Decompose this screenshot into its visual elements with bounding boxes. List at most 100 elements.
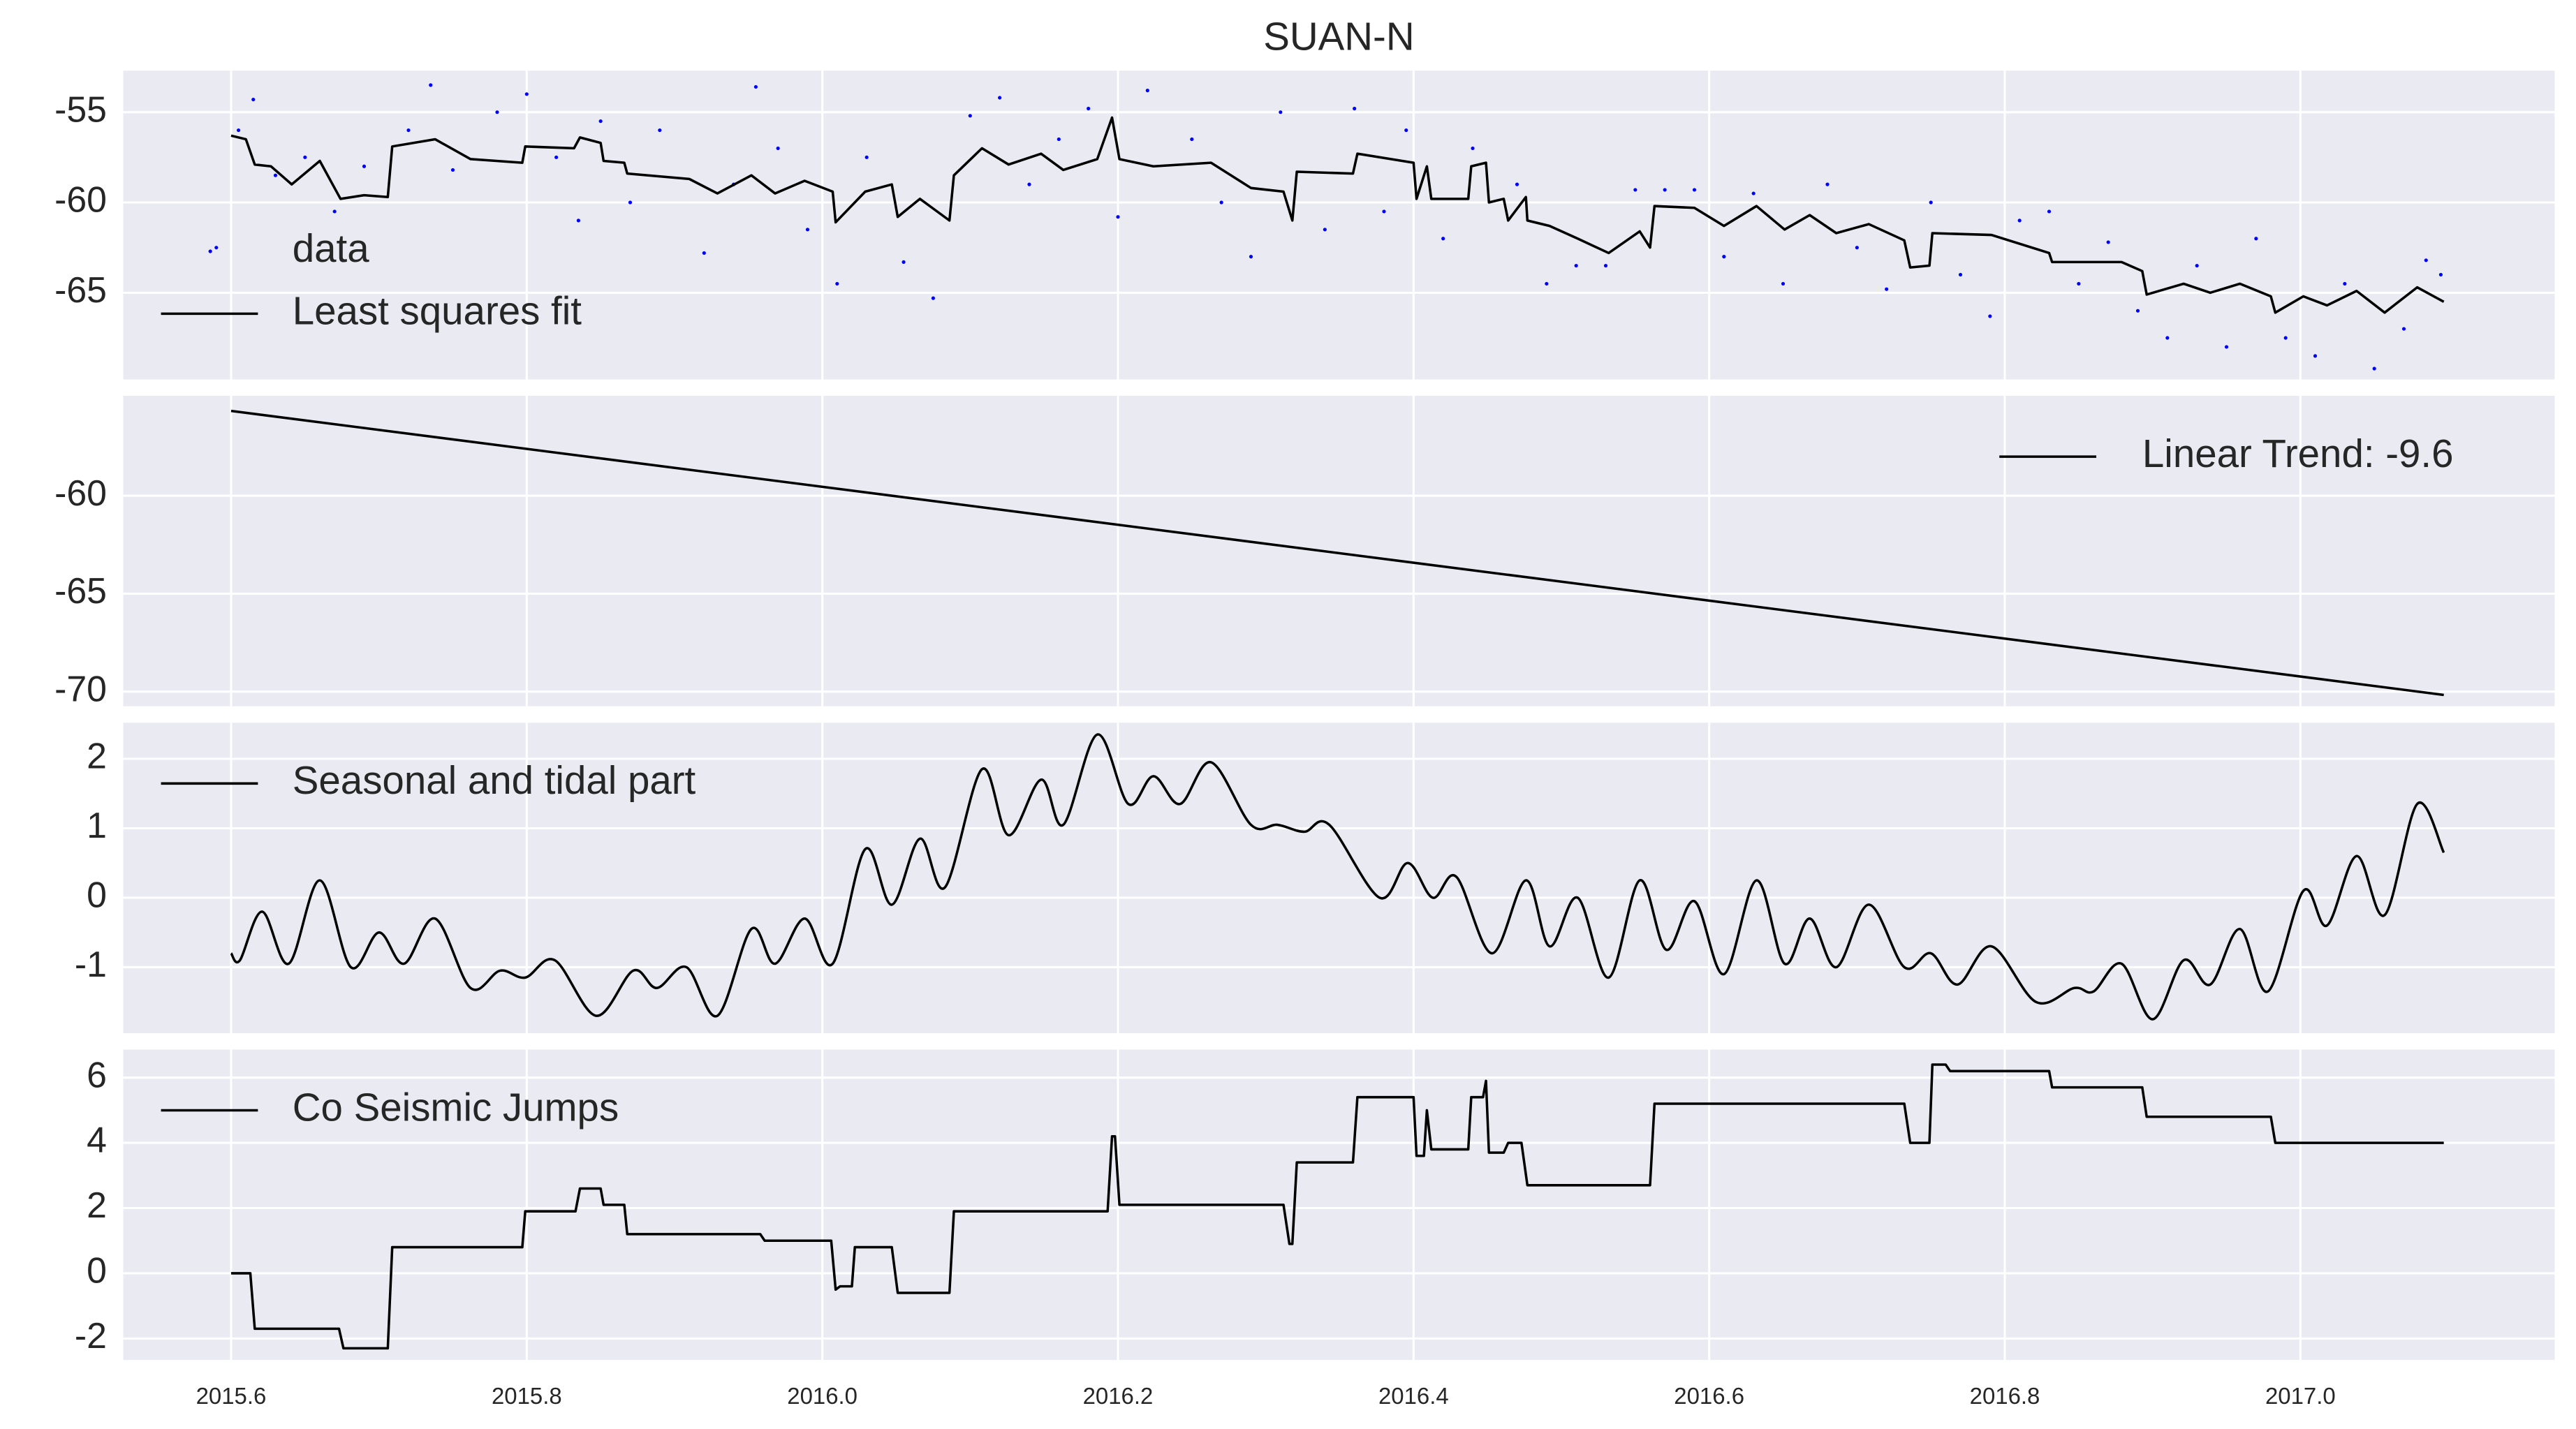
data-point <box>1603 263 1608 268</box>
y-tick-label: -1 <box>75 944 107 984</box>
data-point <box>251 97 256 102</box>
data-point <box>2424 258 2428 262</box>
data-point <box>2135 309 2140 313</box>
data-point <box>901 260 906 264</box>
data-point <box>702 251 706 256</box>
data-point <box>1751 191 1756 195</box>
data-point <box>429 83 433 87</box>
data-point <box>1382 209 1386 214</box>
data-point <box>1781 281 1786 286</box>
data-point <box>576 219 580 223</box>
data-point <box>776 146 780 150</box>
data-point <box>2077 281 2081 286</box>
data-point <box>1027 182 1031 186</box>
y-tick-label: -2 <box>75 1315 107 1356</box>
plot-background <box>123 723 2555 1033</box>
data-point <box>1885 287 1889 291</box>
data-point <box>1190 137 1194 142</box>
data-point <box>1219 200 1223 205</box>
data-point <box>273 173 278 177</box>
data-point <box>1633 188 1637 192</box>
legend-label: Linear Trend: -9.6 <box>2142 431 2454 475</box>
data-point <box>1929 200 1933 205</box>
data-point <box>1515 182 1519 186</box>
data-point <box>1279 110 1283 114</box>
data-point <box>1441 237 1445 241</box>
data-point <box>1692 188 1697 192</box>
y-tick-label: 4 <box>87 1120 107 1160</box>
data-point <box>1825 182 1830 186</box>
data-line <box>230 1063 2444 1350</box>
legend-label: Least squares fit <box>293 288 582 332</box>
data-point <box>236 128 241 133</box>
data-point <box>1249 255 1253 259</box>
data-point <box>1663 188 1667 192</box>
data-point <box>2283 336 2288 340</box>
y-tick-label: -60 <box>54 473 107 513</box>
data-point <box>1545 281 1549 286</box>
x-tick-label: 2016.4 <box>1378 1383 1449 1409</box>
chart-title: SUAN-N <box>1263 14 1414 58</box>
x-tick-label: 2015.6 <box>196 1383 267 1409</box>
data-point <box>554 155 559 159</box>
data-line <box>230 116 2445 314</box>
data-point <box>1116 215 1120 219</box>
data-point <box>998 96 1002 100</box>
legend-label: data <box>293 226 369 270</box>
y-tick-label: 6 <box>87 1054 107 1095</box>
y-tick-label: -55 <box>54 89 107 129</box>
data-point <box>2224 345 2229 349</box>
data-point <box>931 296 935 300</box>
data-point <box>1057 137 1061 142</box>
y-tick-label: -65 <box>54 269 107 310</box>
legend-label: Seasonal and tidal part <box>293 758 696 802</box>
data-point <box>2401 327 2406 331</box>
x-tick-label: 2016.8 <box>1970 1383 2040 1409</box>
subplot: 2 1 0 -1 Seasonal and tidal part <box>75 723 2555 1033</box>
data-point <box>362 164 367 168</box>
data-point <box>1323 228 1327 232</box>
x-tick-label: 2016.0 <box>787 1383 858 1409</box>
x-tick-label: 2016.2 <box>1083 1383 1154 1409</box>
data-point <box>2438 272 2443 277</box>
plot-background <box>123 71 2555 380</box>
data-point <box>1722 255 1726 259</box>
data-point <box>2106 240 2110 244</box>
data-point <box>2047 209 2052 214</box>
y-tick-label: 0 <box>87 875 107 915</box>
subplot: -55 -60 -65 SUAN-N data Least squares fit <box>54 14 2555 380</box>
data-point <box>805 228 810 232</box>
data-point <box>1471 146 1475 150</box>
data-point <box>1574 263 1578 268</box>
x-tick-label: 2016.6 <box>1674 1383 1744 1409</box>
data-point <box>303 155 307 159</box>
y-tick-label: -60 <box>54 179 107 220</box>
data-point <box>864 155 869 159</box>
data-point <box>658 128 662 133</box>
data-point <box>1958 272 1963 277</box>
x-tick-label: 2017.0 <box>2265 1383 2336 1409</box>
data-point <box>1145 89 1149 93</box>
y-tick-label: 2 <box>87 736 107 776</box>
y-tick-label: 1 <box>87 805 107 845</box>
data-point <box>2372 366 2376 371</box>
y-tick-label: 0 <box>87 1250 107 1291</box>
data-point <box>524 92 529 96</box>
y-tick-label: 2 <box>87 1185 107 1225</box>
data-point <box>2195 263 2199 268</box>
data-point <box>450 168 455 172</box>
data-point <box>2343 281 2347 286</box>
x-tick-label: 2015.8 <box>492 1383 562 1409</box>
data-point <box>1404 128 1408 133</box>
data-point <box>2017 219 2022 223</box>
data-point <box>2165 336 2170 340</box>
data-point <box>214 246 219 250</box>
data-point <box>1988 314 1992 318</box>
data-point <box>495 110 499 114</box>
plot-background <box>123 1049 2555 1361</box>
data-point <box>835 281 839 286</box>
legend-marker <box>208 249 212 253</box>
data-point <box>598 119 603 124</box>
data-point <box>332 209 337 214</box>
